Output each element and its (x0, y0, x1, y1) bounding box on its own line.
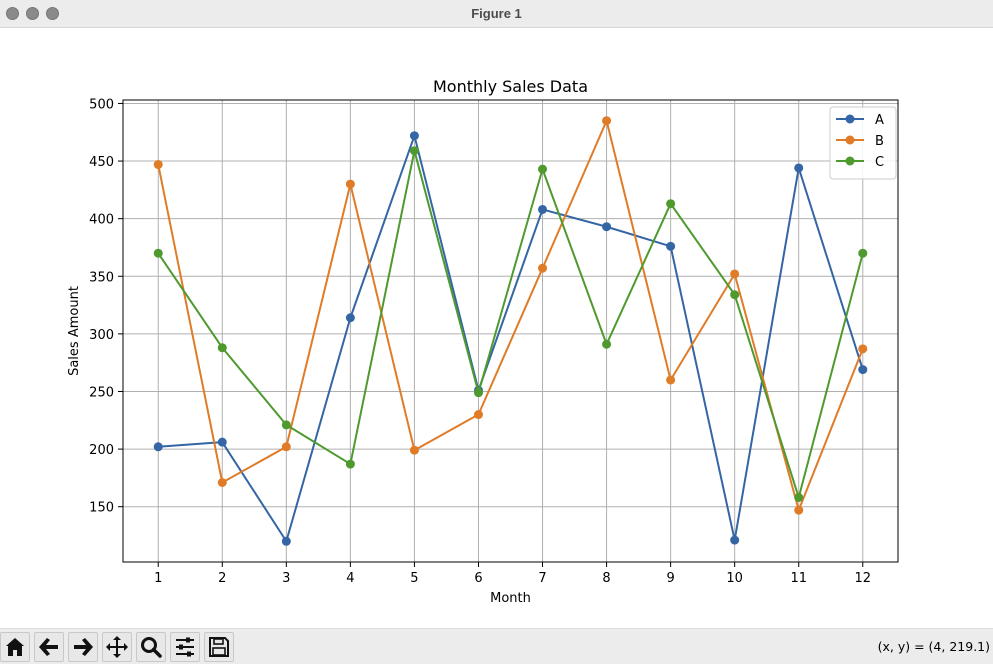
arrow-right-icon (74, 638, 93, 656)
x-axis-label: Month (490, 591, 531, 606)
data-point-B (666, 375, 676, 385)
data-point-C (217, 343, 227, 353)
data-point-B (345, 179, 355, 189)
y-tick-label: 500 (89, 97, 114, 112)
y-tick-label: 250 (89, 385, 114, 400)
legend-label-B: B (875, 134, 884, 149)
close-window-button[interactable] (6, 7, 19, 20)
data-point-B (858, 344, 868, 354)
legend-label-A: A (875, 113, 884, 128)
data-point-A (409, 131, 419, 141)
x-tick-label: 8 (602, 571, 610, 586)
data-point-C (345, 459, 355, 469)
data-point-C (858, 248, 868, 258)
data-point-C (602, 339, 612, 349)
data-point-C (473, 388, 483, 398)
configure-subplots-button[interactable] (170, 632, 200, 662)
data-point-A (345, 313, 355, 323)
series-line-B (157, 119, 864, 512)
data-point-B (281, 442, 291, 452)
data-point-B (473, 410, 483, 420)
y-tick-label: 200 (89, 443, 114, 458)
data-point-A (538, 204, 548, 214)
legend-marker-A (845, 114, 855, 124)
chart-title: Monthly Sales Data (433, 77, 588, 96)
data-point-A (666, 241, 676, 251)
move-icon (106, 636, 128, 658)
data-point-C (666, 199, 676, 209)
data-point-B (794, 505, 804, 515)
data-point-A (794, 163, 804, 173)
magnifier-icon (141, 637, 162, 658)
data-point-C (794, 492, 804, 502)
series-line-A (158, 134, 864, 543)
navigation-toolbar: (x, y) = (4, 219.1) (0, 628, 993, 664)
data-point-B (538, 263, 548, 273)
data-point-C (409, 146, 419, 156)
data-point-C (538, 164, 548, 174)
save-button[interactable] (204, 632, 234, 662)
plot-area (123, 100, 898, 562)
back-button[interactable] (34, 632, 64, 662)
zoom-button[interactable] (136, 632, 166, 662)
legend-box (829, 106, 897, 180)
sliders-icon (176, 637, 194, 657)
x-tick-label: 2 (218, 571, 226, 586)
y-axis-label: Sales Amount (67, 286, 82, 376)
series-line-C (157, 149, 864, 499)
pan-button[interactable] (102, 632, 132, 662)
legend-marker-B (845, 135, 855, 145)
y-tick-label: 350 (89, 270, 114, 285)
y-tick-label: 400 (89, 213, 114, 228)
x-tick-label: 11 (790, 571, 807, 586)
x-tick-label: 4 (346, 571, 354, 586)
floppy-disk-icon (209, 637, 229, 657)
x-tick-label: 3 (282, 571, 290, 586)
x-tick-label: 6 (474, 571, 482, 586)
x-tick-label: 9 (666, 571, 674, 586)
x-tick-label: 5 (410, 571, 418, 586)
x-tick-label: 10 (726, 571, 743, 586)
arrow-left-icon (39, 638, 58, 656)
data-point-A (153, 442, 163, 452)
y-tick-label: 300 (89, 328, 114, 343)
forward-button[interactable] (68, 632, 98, 662)
data-point-C (281, 420, 291, 430)
data-point-B (409, 445, 419, 455)
figure-canvas[interactable]: 1 2 3 4 5 6 7 8 9 10 11 12 150 200 250 300 350 400 450 500 M… (0, 29, 993, 628)
line-chart: 1 2 3 4 5 6 7 8 9 10 11 12150200250300350400450500M… (67, 77, 899, 606)
y-tick-label: 450 (89, 155, 114, 170)
minimize-window-button[interactable] (26, 7, 39, 20)
y-tick-label: 150 (89, 501, 114, 516)
window-title: Figure 1 (471, 6, 522, 21)
data-point-B (602, 116, 612, 126)
legend-marker-C (845, 156, 855, 166)
zoom-window-button[interactable] (46, 7, 59, 20)
legend-label-C: C (875, 155, 884, 170)
data-point-A (217, 437, 227, 447)
x-tick-label: 1 (154, 571, 162, 586)
data-point-B (730, 269, 740, 279)
data-point-B (217, 478, 227, 488)
data-point-B (153, 160, 163, 170)
axes-frame (122, 99, 899, 563)
cursor-coordinates: (x, y) = (4, 219.1) (877, 639, 990, 654)
data-point-A (858, 365, 868, 375)
data-point-A (281, 536, 291, 546)
title-bar: Figure 1 (0, 0, 993, 28)
home-icon (6, 638, 24, 656)
data-point-C (730, 290, 740, 300)
home-button[interactable] (0, 632, 30, 662)
x-tick-label: 7 (538, 571, 546, 586)
data-point-C (153, 248, 163, 258)
x-tick-label: 12 (854, 571, 871, 586)
data-point-A (730, 535, 740, 545)
data-point-A (602, 222, 612, 232)
